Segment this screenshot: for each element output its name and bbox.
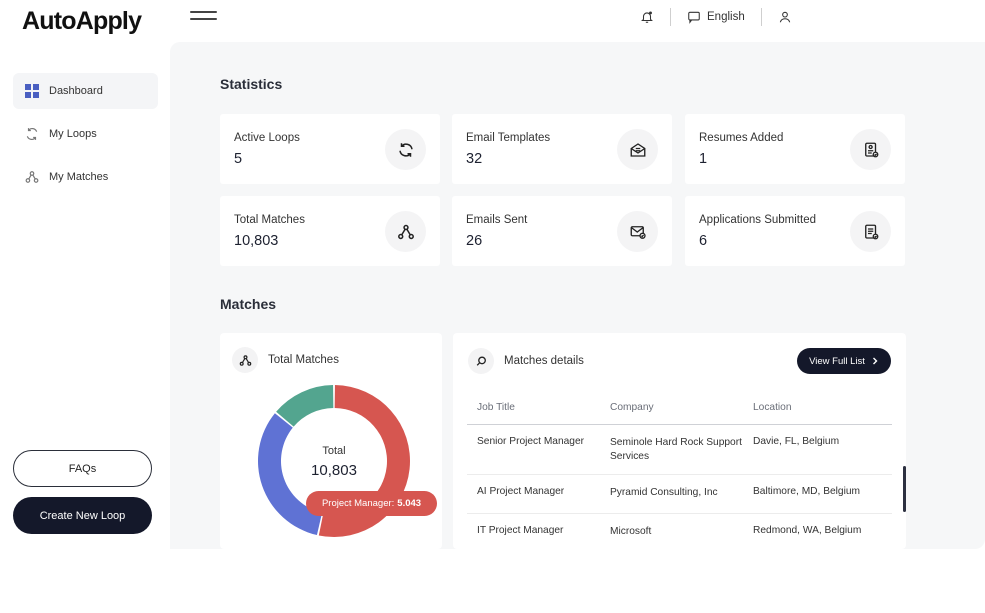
sidebar-item-my-loops[interactable]: My Loops [13, 116, 158, 152]
cell-location: Davie, FL, Belgium [753, 436, 840, 447]
sidebar-item-dashboard[interactable]: Dashboard [13, 73, 158, 109]
view-full-list-button[interactable]: View Full List [797, 348, 891, 374]
language-selector[interactable]: English [687, 10, 745, 24]
bell-icon [641, 11, 653, 23]
profile-button[interactable] [778, 10, 792, 24]
column-header-company: Company [610, 401, 654, 413]
table-row[interactable]: Senior Project Manager Seminole Hard Roc… [467, 425, 892, 475]
document-check-icon [864, 224, 878, 239]
stat-label: Email Templates [466, 132, 551, 144]
matches-table: Job Title Company Location Senior Projec… [467, 391, 892, 549]
stat-value: 1 [699, 151, 708, 167]
stat-icon-circle [617, 211, 658, 252]
chevron-right-icon [872, 357, 878, 365]
sidebar-item-label: Dashboard [49, 85, 103, 97]
hamburger-line [190, 11, 217, 13]
stat-label: Active Loops [234, 132, 300, 144]
stat-icon-circle [617, 129, 658, 170]
search-icon [476, 356, 486, 366]
cell-company: Pyramid Consulting, Inc [610, 487, 718, 498]
sidebar-item-label: My Matches [49, 171, 109, 183]
menu-toggle-button[interactable] [190, 11, 217, 23]
language-label: English [707, 11, 745, 23]
donut-slice[interactable] [276, 385, 334, 427]
app-logo: AutoApply [22, 7, 142, 35]
icon-circle [468, 348, 494, 374]
stat-value: 32 [466, 151, 483, 167]
panel-header: Total Matches [232, 347, 339, 373]
view-full-list-label: View Full List [809, 355, 865, 367]
donut-center-value: 10,803 [311, 462, 357, 479]
notifications-button[interactable] [640, 10, 654, 24]
main-content: Statistics Active Loops 5 Email Template… [170, 42, 985, 549]
stat-value: 26 [466, 233, 483, 249]
sidebar-item-label: My Loops [49, 128, 97, 140]
panel-title: Total Matches [268, 354, 339, 366]
resume-icon [864, 142, 878, 157]
create-new-loop-button[interactable]: Create New Loop [13, 497, 152, 534]
mail-check-icon [630, 225, 646, 239]
matches-title: Matches [220, 296, 277, 312]
chat-icon [688, 11, 700, 24]
loop-icon [26, 128, 38, 140]
cell-job-title: Senior Project Manager [477, 436, 585, 447]
cell-company: Microsoft [610, 526, 652, 537]
stat-label: Resumes Added [699, 132, 784, 144]
stat-card-total-matches: Total Matches 10,803 [220, 196, 440, 266]
matches-details-panel: Matches details View Full List Job Title… [453, 333, 906, 549]
refresh-icon [398, 142, 413, 157]
stat-label: Total Matches [234, 214, 305, 226]
table-row[interactable]: AI Project Manager Pyramid Consulting, I… [467, 475, 892, 514]
stat-value: 6 [699, 233, 708, 249]
stat-icon-circle [850, 211, 891, 252]
stat-card-emails-sent: Emails Sent 26 [452, 196, 672, 266]
divider [670, 8, 671, 26]
icon-circle [232, 347, 258, 373]
tooltip-label: Project Manager: [321, 498, 395, 509]
cell-location: Baltimore, MD, Belgium [753, 486, 860, 497]
tooltip-value: 5.043 [397, 498, 422, 509]
sidebar-item-my-matches[interactable]: My Matches [13, 159, 158, 195]
stat-value: 10,803 [234, 233, 279, 249]
stat-card-resumes-added: Resumes Added 1 [685, 114, 905, 184]
cell-location: Redmond, WA, Belgium [753, 525, 862, 536]
network-icon [239, 354, 251, 366]
donut-svg [258, 385, 410, 537]
stat-value: 5 [234, 151, 243, 167]
stat-label: Emails Sent [466, 214, 528, 226]
stat-card-active-loops: Active Loops 5 [220, 114, 440, 184]
donut-center-label: Total [322, 445, 346, 457]
mail-open-icon [630, 142, 645, 157]
network-icon [25, 171, 39, 183]
total-matches-panel: Total Matches Total 10,803 Project Manag… [220, 333, 442, 549]
divider [760, 8, 762, 26]
chart-tooltip: Project Manager: 5.043 [306, 491, 437, 516]
column-header-job-title: Job Title [477, 402, 515, 413]
panel-title: Matches details [504, 355, 584, 367]
cell-job-title: AI Project Manager [477, 486, 565, 497]
table-header: Job Title Company Location [467, 391, 892, 425]
column-header-location: Location [753, 402, 792, 413]
faqs-button[interactable]: FAQs [13, 450, 152, 487]
panel-header: Matches details [468, 348, 584, 374]
network-icon [397, 224, 414, 239]
donut-slice[interactable] [258, 413, 323, 536]
hamburger-line [190, 18, 217, 20]
user-icon [779, 11, 790, 23]
cell-company: Seminole Hard Rock Support Services [610, 437, 742, 462]
stat-icon-circle [850, 129, 891, 170]
table-scrollbar[interactable] [903, 466, 906, 512]
statistics-title: Statistics [220, 76, 283, 92]
stat-card-email-templates: Email Templates 32 [452, 114, 672, 184]
cell-job-title: IT Project Manager [477, 525, 564, 536]
topbar-actions: English [640, 0, 792, 34]
table-row[interactable]: IT Project Manager Microsoft Redmond, WA… [467, 514, 892, 549]
stat-card-applications-submitted: Applications Submitted 6 [685, 196, 905, 266]
stat-icon-circle [385, 129, 426, 170]
donut-chart: Total 10,803 [254, 381, 414, 541]
stat-label: Applications Submitted [699, 214, 816, 226]
grid-icon [25, 84, 39, 98]
stat-icon-circle [385, 211, 426, 252]
